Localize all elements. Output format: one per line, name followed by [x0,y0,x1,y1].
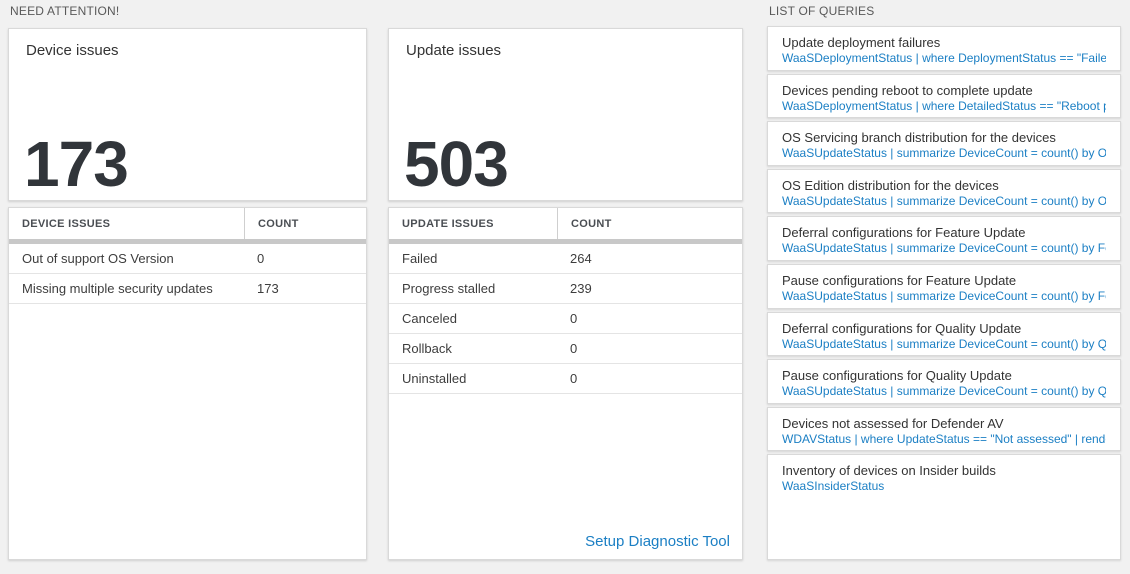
row-label: Missing multiple security updates [22,281,213,296]
query-text: WaaSUpdateStatus | summarize DeviceCount… [782,241,1106,256]
device-issues-tile[interactable]: Device issues 173 [8,28,367,201]
query-item-os-servicing-branch[interactable]: OS Servicing branch distribution for the… [767,121,1121,166]
query-item-pause-feature-update[interactable]: Pause configurations for Feature Update … [767,263,1121,309]
table-row[interactable]: Uninstalled 0 [389,364,742,394]
query-text: WaaSUpdateStatus | summarize DeviceCount… [782,288,1106,303]
query-title: Deferral configurations for Quality Upda… [782,320,1022,336]
query-text: WaaSUpdateStatus | summarize DeviceCount… [782,146,1106,161]
row-count: 0 [570,311,578,326]
device-issues-table-header: DEVICE ISSUES COUNT [9,208,366,239]
table-row[interactable]: Failed 264 [389,244,742,274]
query-item-deferral-quality-update[interactable]: Deferral configurations for Quality Upda… [767,311,1121,357]
query-list: Update deployment failures WaaSDeploymen… [767,26,1121,560]
query-title: Pause configurations for Feature Update [782,272,1017,288]
update-issues-tile[interactable]: Update issues 503 [388,28,743,201]
table-scrollbar-track[interactable] [9,239,366,244]
query-text: WaaSUpdateStatus | summarize DeviceCount… [782,336,1106,351]
query-title: Inventory of devices on Insider builds [782,463,996,479]
query-item-update-deployment-failures[interactable]: Update deployment failures WaaSDeploymen… [767,26,1121,71]
row-label: Rollback [402,341,452,356]
query-title: Devices not assessed for Defender AV [782,415,1004,431]
setup-diagnostic-tool-link[interactable]: Setup Diagnostic Tool [585,533,730,550]
table-scrollbar-track[interactable] [389,239,742,244]
query-title: Deferral configurations for Feature Upda… [782,225,1026,241]
row-count: 0 [257,251,265,266]
count-column-header: COUNT [244,208,366,239]
query-text: WaaSDeploymentStatus | where DetailedSta… [782,98,1106,113]
query-item-devices-pending-reboot[interactable]: Devices pending reboot to complete updat… [767,73,1121,119]
query-title: Devices pending reboot to complete updat… [782,82,1033,98]
query-text: WaaSUpdateStatus | summarize DeviceCount… [782,384,1106,399]
row-count: 0 [570,341,578,356]
row-count: 173 [257,281,279,296]
row-count: 264 [570,251,592,266]
query-item-deferral-feature-update[interactable]: Deferral configurations for Feature Upda… [767,216,1121,261]
table-row[interactable]: Missing multiple security updates 173 [9,274,366,304]
query-text: WaaSInsiderStatus [782,479,885,494]
need-attention-header: NEED ATTENTION! [10,4,120,18]
query-text: WDAVStatus | where UpdateStatus == "Not … [782,431,1106,446]
row-label: Uninstalled [402,371,467,386]
table-row[interactable]: Rollback 0 [389,334,742,364]
table-row[interactable]: Out of support OS Version 0 [9,244,366,274]
query-title: OS Servicing branch distribution for the… [782,130,1056,146]
query-item-pause-quality-update[interactable]: Pause configurations for Quality Update … [767,359,1121,404]
row-label: Failed [402,251,438,266]
row-count: 0 [570,371,578,386]
update-issues-count: 503 [404,128,509,200]
device-issues-count: 173 [24,128,129,200]
count-column-header: COUNT [557,208,742,239]
query-text: WaaSDeploymentStatus | where DeploymentS… [782,51,1106,65]
device-issues-title: Device issues [26,42,119,59]
update-issues-column-header: UPDATE ISSUES [402,217,494,230]
table-row[interactable]: Progress stalled 239 [389,274,742,304]
query-item-os-edition-distribution[interactable]: OS Edition distribution for the devices … [767,168,1121,214]
row-count: 239 [570,281,592,296]
update-issues-title: Update issues [406,42,502,59]
table-row[interactable]: Canceled 0 [389,304,742,334]
device-issues-column-header: DEVICE ISSUES [22,217,111,230]
update-issues-table: UPDATE ISSUES COUNT Failed 264 Progress … [388,207,743,560]
query-title: OS Edition distribution for the devices [782,177,999,193]
query-title: Pause configurations for Quality Update [782,368,1012,384]
row-label: Out of support OS Version [22,251,174,266]
query-item-defender-av-not-assessed[interactable]: Devices not assessed for Defender AV WDA… [767,406,1121,452]
list-of-queries-header: LIST OF QUERIES [769,4,875,18]
device-issues-table: DEVICE ISSUES COUNT Out of support OS Ve… [8,207,367,560]
query-item-insider-builds-inventory[interactable]: Inventory of devices on Insider builds W… [767,454,1121,560]
row-label: Canceled [402,311,457,326]
update-issues-table-header: UPDATE ISSUES COUNT [389,208,742,239]
query-text: WaaSUpdateStatus | summarize DeviceCount… [782,193,1106,208]
query-title: Update deployment failures [782,35,941,50]
row-label: Progress stalled [402,281,496,296]
